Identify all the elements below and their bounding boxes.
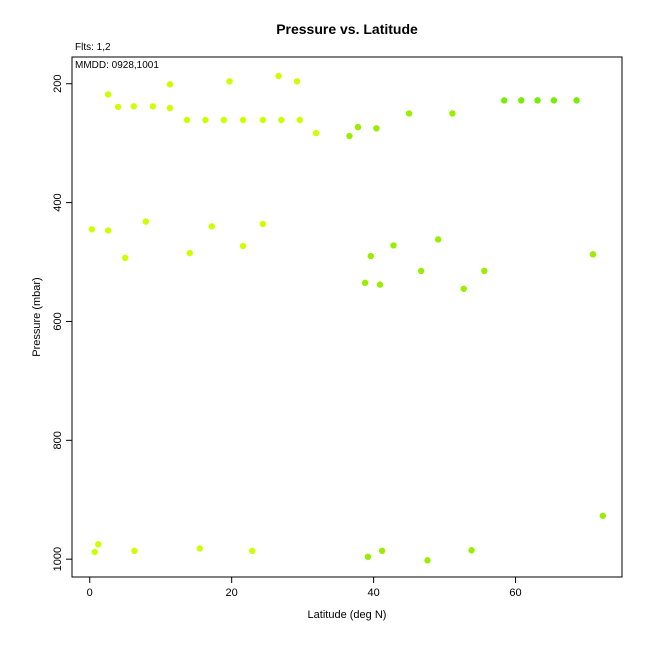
data-point-24 [312,129,320,137]
data-point-8 [104,91,112,98]
data-point-46 [424,557,431,564]
data-point-21 [278,116,285,124]
data-point-15 [202,116,209,124]
data-point-5 [208,223,216,230]
data-point-49 [500,97,508,104]
data-point-28 [196,545,203,552]
data-point-30 [346,132,353,140]
data-point-12 [166,81,174,88]
y-axis: 200 400 600 800 1000 [52,75,72,571]
plot-frame [71,56,623,578]
annotation-flights: Flts: 1,2 [75,42,111,53]
data-point-38 [390,242,397,249]
data-point-7 [259,220,267,228]
data-point-10 [130,103,137,110]
data-point-37 [376,281,384,288]
y-tick-label-600: 600 [52,312,64,330]
data-point-16 [220,116,228,124]
data-point-29 [249,547,256,555]
data-point-34 [449,110,456,117]
data-points [88,72,607,564]
x-tick-label-0: 0 [87,587,93,599]
data-point-0 [88,226,96,233]
data-point-44 [364,553,372,560]
data-point-53 [573,97,580,104]
data-point-13 [166,104,174,112]
data-point-31 [354,123,362,131]
x-tick-label-40: 40 [367,587,379,599]
data-point-19 [259,116,267,124]
data-point-27 [131,547,138,555]
data-point-47 [468,547,475,554]
x-tick-label-60: 60 [509,587,521,599]
data-point-25 [91,548,98,556]
data-point-4 [186,249,194,257]
data-point-1 [104,227,112,234]
x-axis: 0 20 40 60 [87,577,522,599]
data-point-3 [142,218,150,225]
data-point-51 [534,97,541,104]
data-point-14 [183,116,191,124]
data-point-40 [434,236,442,243]
data-point-52 [550,97,558,104]
data-point-36 [367,252,374,260]
data-point-23 [296,116,304,124]
data-point-33 [405,110,413,117]
data-point-50 [518,97,525,104]
data-point-2 [122,254,129,262]
data-point-41 [460,285,467,292]
x-axis-label: Latitude (deg N) [308,609,387,621]
data-point-17 [226,78,233,85]
data-point-18 [239,116,247,124]
data-point-39 [417,267,425,275]
y-axis-label: Pressure (mbar) [31,277,43,356]
data-point-35 [361,279,369,287]
data-point-22 [293,78,301,85]
data-point-32 [373,125,380,132]
data-point-42 [481,267,488,275]
data-point-20 [275,72,282,80]
data-point-6 [239,242,247,250]
data-point-43 [589,251,597,258]
chart-title: Pressure vs. Latitude [276,21,418,37]
data-point-9 [114,103,122,111]
data-point-45 [378,547,386,555]
data-point-11 [149,103,157,110]
y-tick-label-400: 400 [52,193,64,211]
y-tick-label-200: 200 [52,75,64,93]
data-point-48 [599,512,607,519]
y-tick-label-1000: 1000 [52,547,64,571]
x-tick-label-20: 20 [226,587,238,599]
y-tick-label-800: 800 [52,431,64,449]
annotation-dates: MMDD: 0928,1001 [75,60,159,71]
data-point-26 [95,541,102,548]
